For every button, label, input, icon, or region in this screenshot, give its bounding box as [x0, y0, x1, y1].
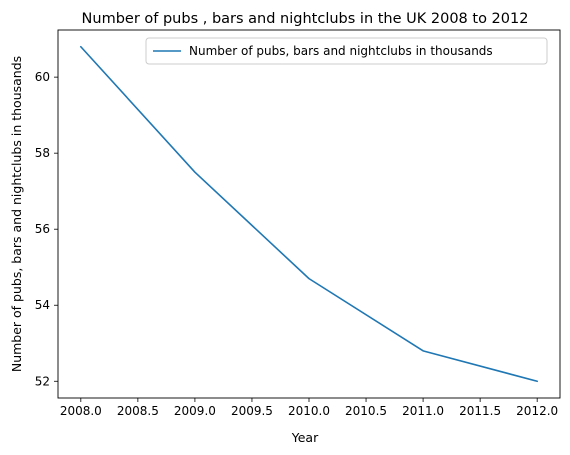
y-tick-label: 52: [35, 374, 50, 388]
x-axis: 2008.0 2008.5 2009.0 2009.5 2010.0 2010.5 2011…: [60, 398, 558, 418]
x-tick-label: 2009.5: [231, 404, 273, 418]
chart-title: Number of pubs , bars and nightclubs in …: [82, 11, 529, 27]
y-tick-label: 56: [35, 222, 50, 236]
x-tick-label: 2008.5: [117, 404, 159, 418]
series-layer: [80, 45, 538, 383]
legend-label: Number of pubs, bars and nightclubs in t…: [189, 44, 493, 58]
x-tick-label: 2009.0: [174, 404, 216, 418]
x-axis-label: Year: [291, 430, 319, 445]
x-tick-label: 2012.0: [516, 404, 558, 418]
y-axis: 52 54 56 58 60: [35, 70, 58, 388]
y-axis-label: Number of pubs, bars and nightclubs in t…: [9, 56, 24, 372]
x-tick-label: 2011.5: [459, 404, 501, 418]
legend: Number of pubs, bars and nightclubs in t…: [145, 37, 548, 65]
x-tick-label: 2010.5: [345, 404, 387, 418]
x-tick-label: 2011.0: [402, 404, 444, 418]
x-tick-label: 2008.0: [60, 404, 102, 418]
y-tick-label: 54: [35, 298, 50, 312]
y-tick-label: 58: [35, 146, 50, 160]
x-tick-label: 2010.0: [288, 404, 330, 418]
y-tick-label: 60: [35, 70, 50, 84]
legend-box: [145, 37, 548, 65]
series-line-0: [80, 45, 538, 383]
